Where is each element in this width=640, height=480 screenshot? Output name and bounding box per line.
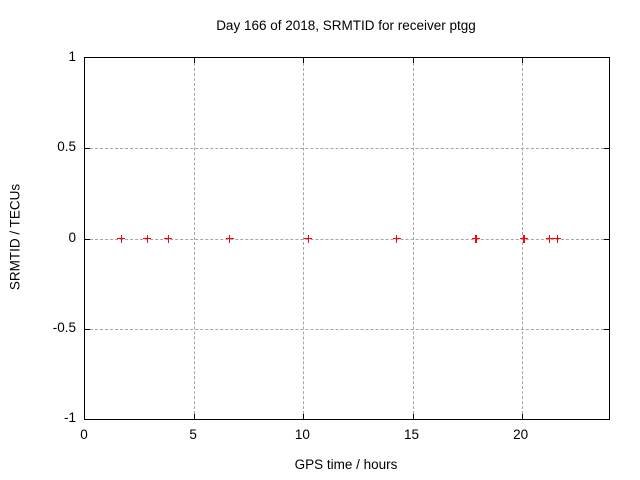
y-tick-label: -0.5 (52, 319, 76, 335)
data-point-marker (304, 234, 313, 243)
x-tick-label: 20 (513, 427, 529, 442)
plot-area (84, 57, 610, 420)
data-point-marker (143, 234, 152, 243)
x-tick-mark-top (303, 58, 305, 63)
x-tick-label: 10 (294, 427, 310, 442)
data-point-marker (545, 234, 554, 243)
y-tick-label: 0.5 (57, 139, 76, 155)
x-tick-label: 0 (80, 427, 88, 442)
y-tick-mark-left (85, 328, 90, 330)
y-tick-mark-right (604, 148, 609, 150)
y-gridline (85, 148, 609, 150)
y-tick-label: 0 (68, 229, 76, 245)
data-point-marker (471, 234, 480, 243)
y-tick-mark-right (604, 328, 609, 330)
y-tick-mark-right (604, 238, 609, 240)
data-point-marker (519, 234, 528, 243)
x-tick-mark-top (412, 58, 414, 63)
x-axis-title: GPS time / hours (294, 457, 398, 472)
marker-vertical-bar (556, 234, 559, 243)
marker-vertical-bar (548, 234, 551, 243)
marker-vertical-bar (167, 234, 170, 243)
data-point-marker (164, 234, 173, 243)
x-tick-label: 5 (189, 427, 197, 442)
data-point-marker (225, 234, 234, 243)
marker-vertical-bar (475, 234, 477, 243)
data-point-marker (553, 234, 562, 243)
marker-vertical-bar (120, 234, 123, 243)
y-gridline (85, 238, 609, 240)
y-gridline (85, 328, 609, 330)
marker-vertical-bar (146, 234, 149, 243)
x-tick-mark-bottom (194, 414, 196, 419)
marker-vertical-bar (523, 234, 525, 243)
y-tick-mark-left (85, 238, 90, 240)
y-axis-title: SRMTID / TECUs (7, 183, 23, 291)
y-tick-label: 1 (68, 49, 76, 64)
data-point-marker (392, 234, 401, 243)
x-tick-mark-bottom (412, 414, 414, 419)
x-tick-mark-top (194, 58, 196, 63)
x-tick-mark-bottom (521, 414, 523, 419)
marker-vertical-bar (228, 234, 231, 243)
x-tick-mark-bottom (303, 414, 305, 419)
marker-vertical-bar (395, 234, 398, 243)
x-tick-mark-top (521, 58, 523, 63)
marker-vertical-bar (307, 234, 310, 243)
chart-title: Day 166 of 2018, SRMTID for receiver ptg… (216, 18, 476, 33)
y-tick-label: -1 (63, 410, 76, 425)
data-point-marker (117, 234, 126, 243)
x-tick-label: 15 (403, 427, 420, 442)
y-tick-mark-left (85, 148, 90, 150)
